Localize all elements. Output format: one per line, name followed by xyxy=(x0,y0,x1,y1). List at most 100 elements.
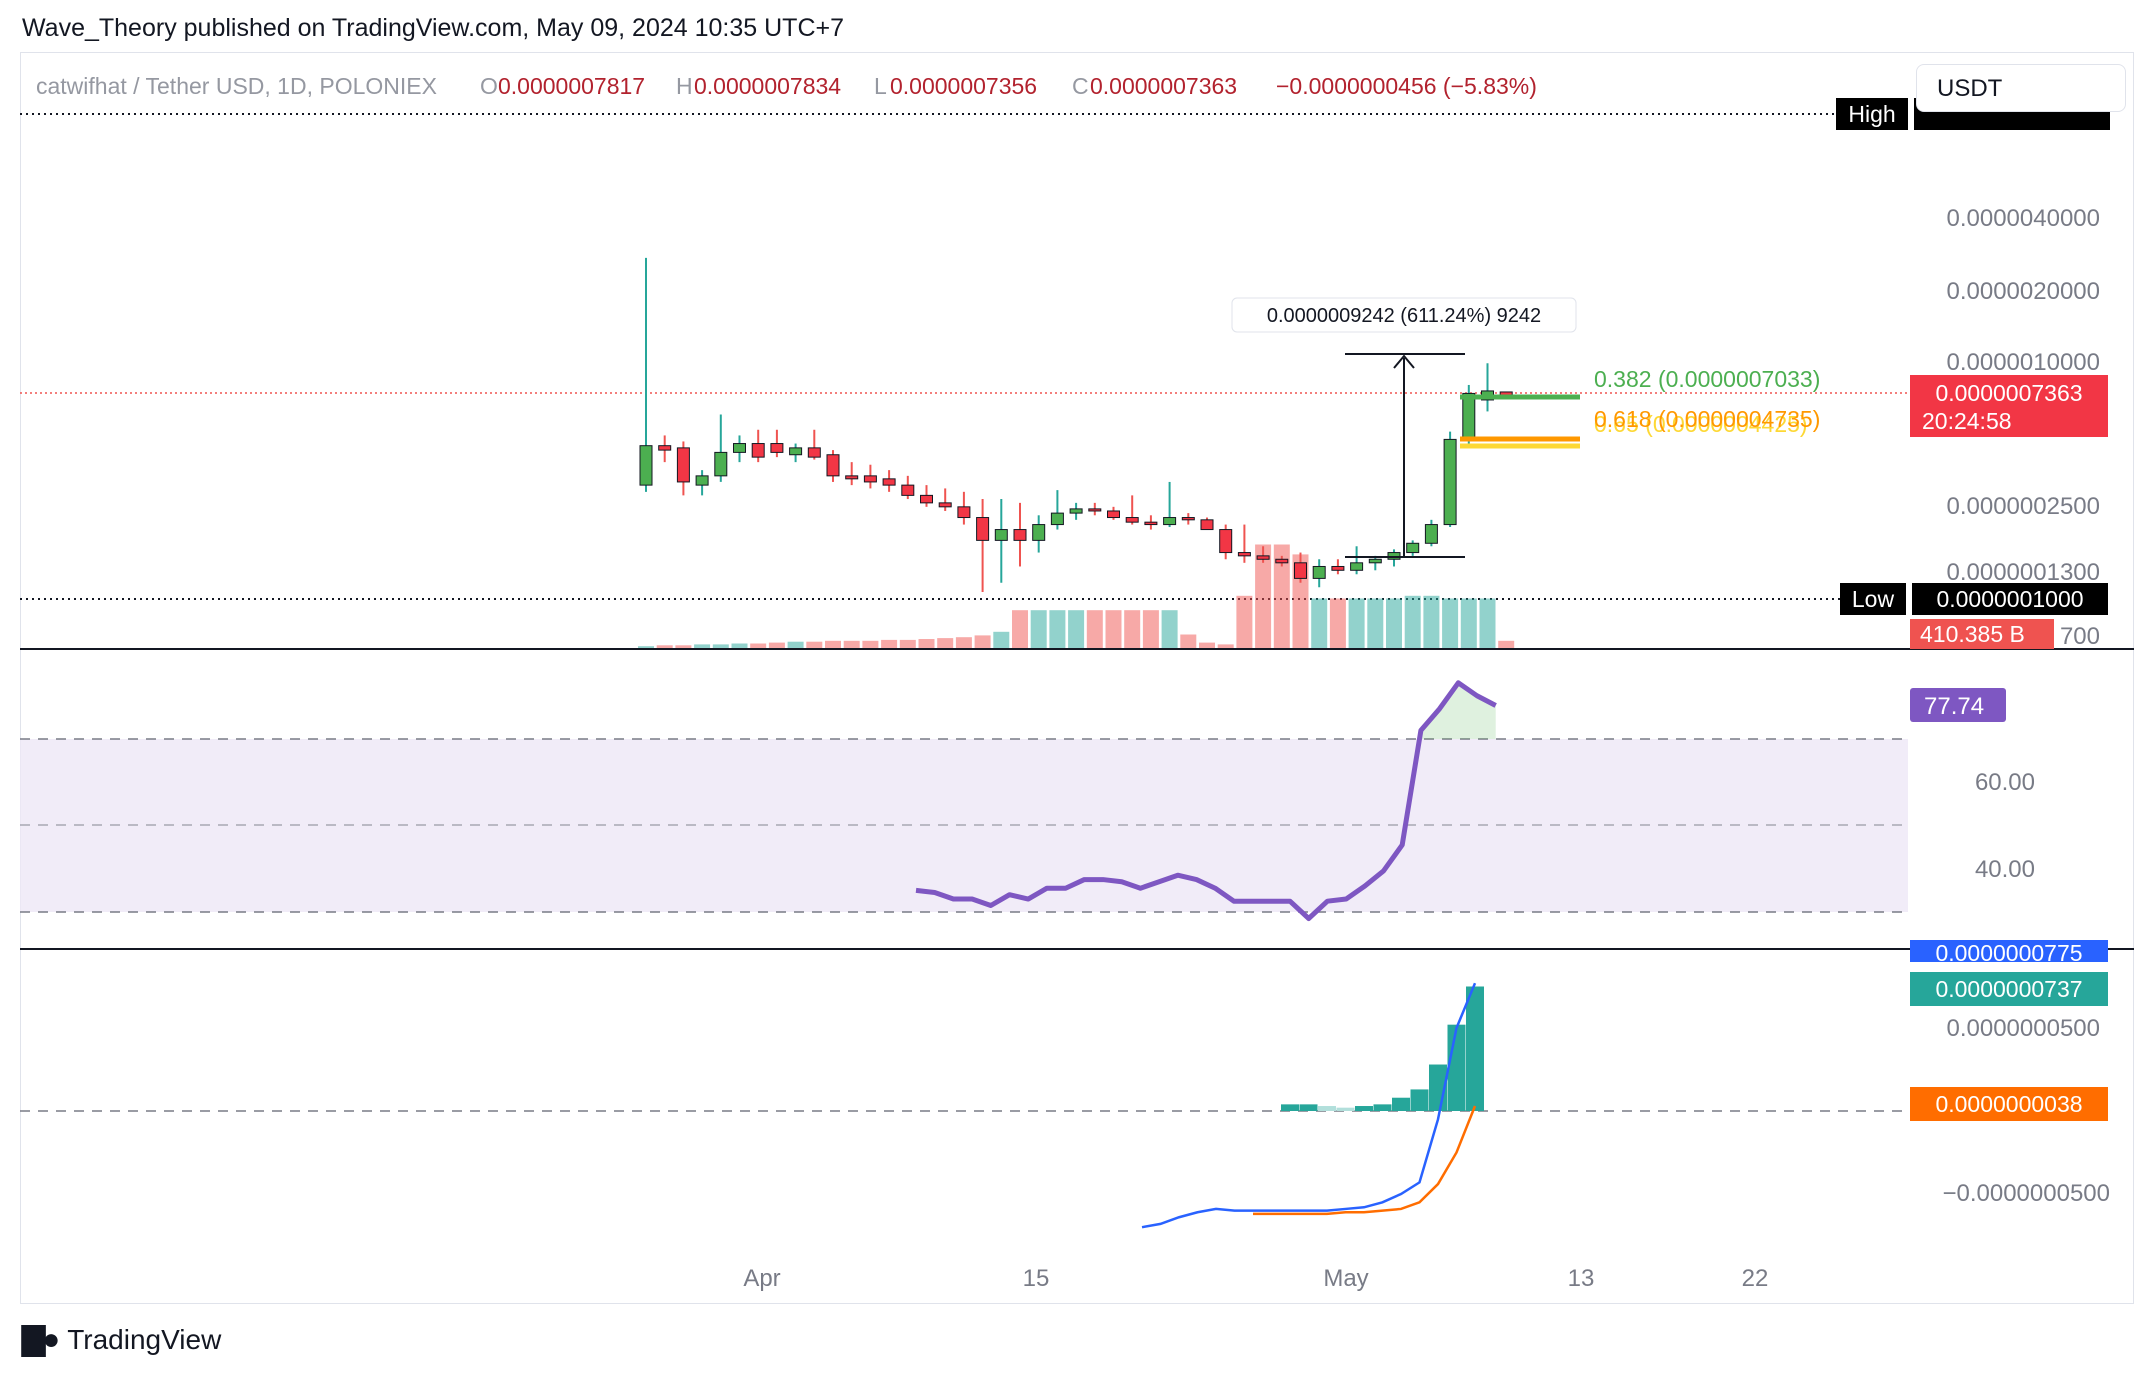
candle-body xyxy=(863,475,877,483)
macd-histogram-bar xyxy=(1355,1106,1373,1111)
last-price-value: 0.0000007363 xyxy=(1935,380,2082,406)
fib-retracement[interactable]: 0.65 (0.0000004425) 0.618 (0.0000004735)… xyxy=(1460,366,1820,449)
volume-bar xyxy=(843,640,860,648)
measure-label: 0.0000009242 (611.24%) 9242 xyxy=(1267,305,1541,327)
ohlc-legend: catwifhat / Tether USD, 1D, POLONIEX O 0… xyxy=(36,73,1537,99)
macd-hist-value: 0.0000000737 xyxy=(1935,976,2082,1002)
candle-body xyxy=(1069,508,1083,514)
countdown: 20:24:58 xyxy=(1922,408,2012,434)
candle-body xyxy=(826,454,840,477)
price-tick-2e-6: 0.0000020000 xyxy=(1947,278,2101,305)
volume-bar xyxy=(1124,610,1141,648)
volume-bar xyxy=(1105,610,1122,648)
candle-body xyxy=(1256,555,1270,560)
candle-body xyxy=(1107,510,1120,519)
last-price-box xyxy=(1910,375,2108,437)
volume-bar xyxy=(1386,598,1402,648)
price-tick-1e-6: 0.0000010000 xyxy=(1947,349,2101,376)
time-axis[interactable]: Apr 15 May 13 22 xyxy=(743,1265,1768,1292)
volume-bar xyxy=(1086,610,1103,648)
volume-bar xyxy=(750,643,767,648)
volume-bar xyxy=(974,635,991,648)
volume-bar xyxy=(1460,598,1477,648)
volume-bar xyxy=(1142,610,1159,648)
candle-body xyxy=(1219,529,1233,554)
measure-arrowhead xyxy=(1393,354,1415,369)
candle-body xyxy=(976,517,990,541)
volume-bars xyxy=(638,544,1515,648)
publish-header: Wave_Theory published on TradingView.com… xyxy=(22,14,844,42)
volume-bar xyxy=(1199,642,1215,648)
volume-bar xyxy=(1311,598,1328,648)
candle-body xyxy=(1387,552,1401,560)
legend-l-value: 0.0000007356 xyxy=(890,73,1037,99)
volume-bar xyxy=(862,640,879,648)
candle-body xyxy=(1200,519,1214,531)
macd-histogram-bar xyxy=(1447,1024,1466,1111)
candle-body xyxy=(1368,558,1382,564)
volume-label-box xyxy=(1910,619,2054,649)
candle-body xyxy=(807,447,821,458)
time-tick-22: 22 xyxy=(1742,1265,1769,1292)
rsi-value: 77.74 xyxy=(1924,693,1984,720)
macd-value: 0.0000000775 xyxy=(1935,940,2082,966)
rsi-pane[interactable]: 60.00 40.00 77.74 xyxy=(20,680,2035,921)
macd-histogram-bar xyxy=(1336,1107,1355,1111)
tradingview-logo-icon: ▇● xyxy=(22,1323,60,1356)
candle-body xyxy=(695,475,709,486)
candle-body xyxy=(751,443,765,458)
volume-bar xyxy=(993,631,1010,648)
candle-body xyxy=(1406,542,1420,554)
volume-bar xyxy=(1367,598,1384,648)
low-value-box xyxy=(1912,583,2108,615)
volume-bar xyxy=(1049,610,1066,648)
volume-bar xyxy=(768,642,785,648)
candle-body xyxy=(658,445,672,451)
volume-bar xyxy=(937,638,954,648)
volume-bar xyxy=(712,644,729,648)
volume-bar xyxy=(1423,595,1440,648)
volume-bar xyxy=(1161,610,1178,648)
macd-pane[interactable]: 0.0000000500 −0.0000000500 0.0000000775 … xyxy=(20,940,2110,1229)
volume-bar xyxy=(806,641,823,648)
volume-bar xyxy=(1329,598,1346,648)
macd-histogram-bar xyxy=(1299,1104,1318,1111)
volume-bar xyxy=(1498,640,1515,648)
volume-bar xyxy=(731,643,748,648)
volume-bar xyxy=(694,644,711,648)
fib-065-label: 0.65 (0.0000004425) xyxy=(1594,411,1808,437)
time-tick-15: 15 xyxy=(1023,1265,1050,1292)
volume-bar xyxy=(955,637,972,648)
candles xyxy=(639,257,1513,592)
legend-symbol: catwifhat / Tether USD, 1D, POLONIEX xyxy=(36,73,437,99)
candle-body xyxy=(920,494,933,504)
volume-bar xyxy=(656,645,673,648)
chart-frame xyxy=(20,52,2134,1304)
macd-histogram-bar xyxy=(1410,1089,1429,1111)
volume-bar xyxy=(1442,598,1459,648)
candle-body xyxy=(1088,508,1102,512)
price-range-measure[interactable]: 0.0000009242 (611.24%) 9242 xyxy=(1231,297,1577,558)
candle-body xyxy=(1237,552,1251,557)
volume-bar xyxy=(881,639,898,648)
macd-histogram-bar xyxy=(1373,1104,1392,1111)
volume-bar xyxy=(1479,598,1496,648)
time-tick-may: May xyxy=(1323,1265,1368,1292)
volume-bar xyxy=(1255,544,1272,648)
legend-c-label: C xyxy=(1072,73,1089,99)
currency-button[interactable]: USDT xyxy=(1916,64,2126,112)
volume-bar xyxy=(1068,610,1085,648)
candle-body xyxy=(957,506,971,519)
fib-0382-label: 0.382 (0.0000007033) xyxy=(1594,366,1820,392)
rsi-tick-40: 40.00 xyxy=(1975,856,2035,883)
candle-body xyxy=(1331,565,1345,571)
candle-body xyxy=(1443,438,1457,526)
rsi-value-box xyxy=(1910,688,2006,722)
candle-body xyxy=(1275,558,1289,564)
macd-histogram-bar xyxy=(1281,1104,1299,1111)
footer: ▇● TradingView xyxy=(22,1322,221,1357)
volume-bar xyxy=(1348,598,1365,648)
high-label-box xyxy=(1836,98,1908,130)
price-axis[interactable]: 0.0000040000 0.0000020000 0.0000010000 0… xyxy=(1947,205,2101,650)
